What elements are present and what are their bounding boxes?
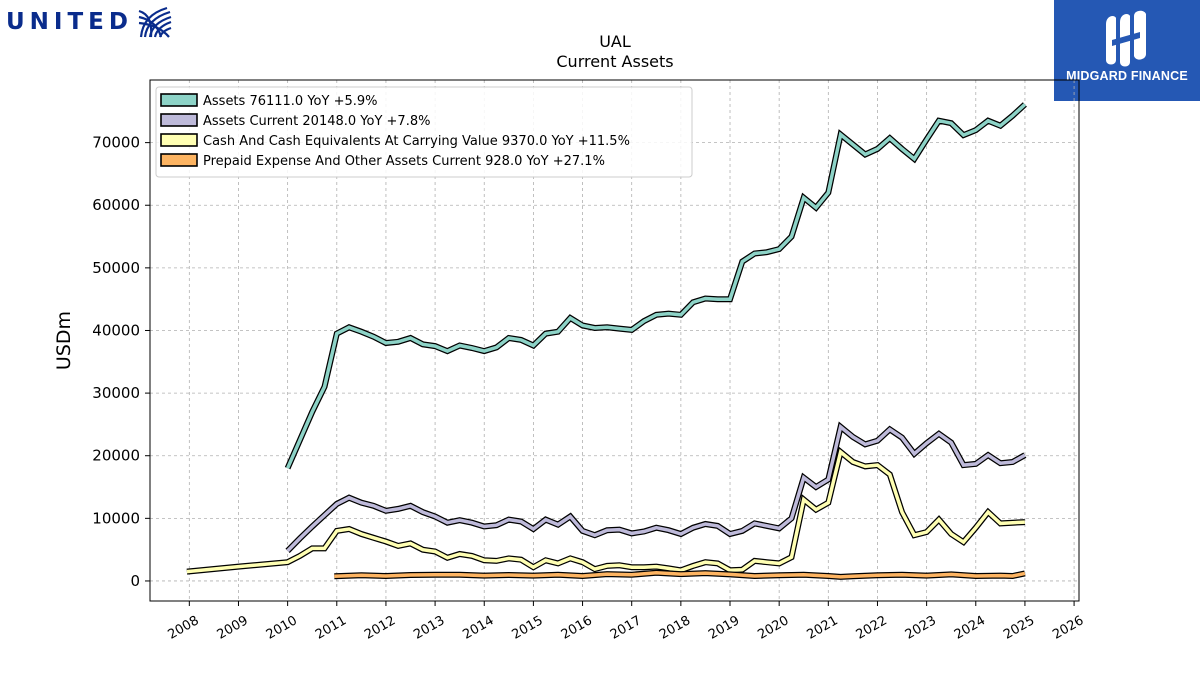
y-tick-label: 30000: [92, 384, 140, 402]
x-tick-label: 2018: [657, 613, 693, 643]
legend-label-0: Assets 76111.0 YoY +5.9%: [203, 94, 378, 109]
series-line-3: [334, 571, 1026, 579]
series-line-2: [186, 448, 1025, 574]
x-tick-label: 2011: [313, 613, 349, 643]
united-logo: UNITED: [6, 5, 173, 39]
united-wordmark: UNITED: [6, 9, 133, 35]
y-tick-label: 10000: [92, 509, 140, 527]
globe-icon: [136, 5, 173, 39]
series-line-1: [286, 423, 1026, 553]
plot-frame: [149, 79, 1080, 602]
x-tick-label: 2016: [559, 613, 595, 643]
x-tick-label: 2009: [215, 613, 251, 643]
midgard-mark-icon: [1106, 10, 1146, 67]
legend-label-3: Prepaid Expense And Other Assets Current…: [203, 154, 605, 169]
x-tick-label: 2024: [952, 613, 988, 643]
y-axis-label: USDm: [53, 311, 75, 370]
x-tick-label: 2026: [1050, 613, 1086, 643]
x-tick-label: 2023: [903, 613, 939, 643]
x-tick-label: 2015: [510, 613, 546, 643]
legend-swatch-2: [160, 133, 198, 147]
x-tick-label: 2022: [854, 613, 890, 643]
legend-label-1: Assets Current 20148.0 YoY +7.8%: [203, 114, 430, 129]
y-tick-label: 20000: [92, 447, 140, 465]
midgard-finance-logo: MIDGARD FINANCE: [1054, 0, 1200, 101]
x-tick-label: 2013: [411, 613, 447, 643]
series-outline-2: [186, 446, 1026, 575]
y-tick-label: 50000: [92, 259, 140, 277]
y-tick-label: 0: [130, 572, 140, 590]
y-tick-label: 70000: [92, 134, 140, 152]
midgard-wordmark: MIDGARD FINANCE: [1066, 69, 1188, 83]
x-tick-label: 2019: [706, 613, 742, 643]
legend-box: [155, 86, 693, 178]
chart-subtitle: Current Assets: [556, 52, 674, 71]
x-tick-label: 2012: [362, 613, 398, 643]
y-tick-label: 40000: [92, 321, 140, 339]
legend-swatch-1: [160, 113, 198, 127]
x-tick-label: 2025: [1001, 613, 1037, 643]
x-tick-label: 2020: [755, 613, 791, 643]
x-tick-label: 2008: [165, 613, 201, 643]
series-line-0: [285, 103, 1027, 469]
x-tick-label: 2014: [460, 613, 496, 643]
legend-swatch-0: [160, 93, 198, 107]
x-tick-label: 2010: [264, 613, 300, 643]
legend-label-2: Cash And Cash Equivalents At Carrying Va…: [203, 134, 630, 149]
x-tick-label: 2017: [608, 613, 644, 643]
chart-title: UAL: [599, 32, 631, 51]
y-tick-label: 60000: [92, 196, 140, 214]
legend-swatch-3: [160, 153, 198, 167]
x-tick-label: 2021: [804, 613, 840, 643]
